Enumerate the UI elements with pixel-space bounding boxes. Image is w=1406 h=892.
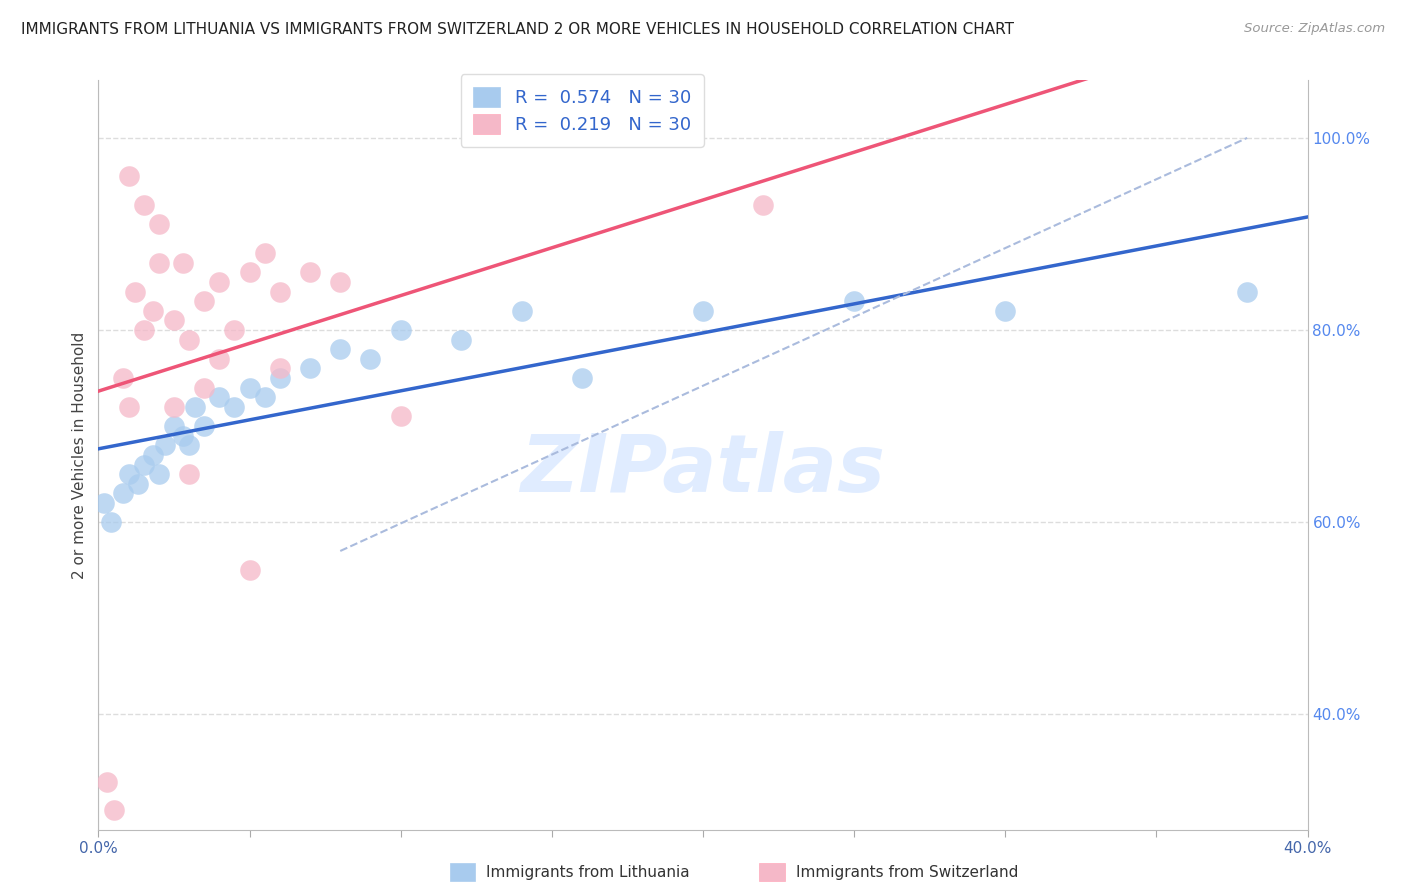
Point <box>193 381 215 395</box>
Legend: R =  0.574   N = 30, R =  0.219   N = 30: R = 0.574 N = 30, R = 0.219 N = 30 <box>461 74 703 146</box>
Point <box>93 496 115 510</box>
Point <box>179 438 201 452</box>
Point <box>692 303 714 318</box>
Point <box>111 371 134 385</box>
Point <box>132 458 155 472</box>
Point <box>224 400 246 414</box>
Text: Source: ZipAtlas.com: Source: ZipAtlas.com <box>1244 22 1385 36</box>
Text: ZIPatlas: ZIPatlas <box>520 431 886 509</box>
Point <box>329 275 352 289</box>
Point <box>239 381 262 395</box>
Text: Immigrants from Switzerland: Immigrants from Switzerland <box>796 865 1018 880</box>
Point <box>269 361 291 376</box>
Point <box>127 476 149 491</box>
Text: IMMIGRANTS FROM LITHUANIA VS IMMIGRANTS FROM SWITZERLAND 2 OR MORE VEHICLES IN H: IMMIGRANTS FROM LITHUANIA VS IMMIGRANTS … <box>21 22 1014 37</box>
Point <box>179 467 201 482</box>
Point <box>148 256 170 270</box>
Y-axis label: 2 or more Vehicles in Household: 2 or more Vehicles in Household <box>72 331 87 579</box>
Point <box>389 409 412 424</box>
Point <box>239 563 262 577</box>
Point <box>752 198 775 212</box>
Point <box>299 265 322 279</box>
Text: Immigrants from Lithuania: Immigrants from Lithuania <box>486 865 690 880</box>
Point <box>1236 285 1258 299</box>
Point <box>163 419 186 434</box>
Point <box>103 803 125 817</box>
Point <box>193 294 215 309</box>
Point <box>571 371 593 385</box>
Point <box>132 323 155 337</box>
Point <box>163 400 186 414</box>
Point <box>96 774 118 789</box>
Point <box>844 294 866 309</box>
Point <box>208 351 231 366</box>
Point <box>124 285 146 299</box>
Point <box>118 400 141 414</box>
Point <box>100 515 122 529</box>
Point <box>118 467 141 482</box>
Point <box>172 428 194 442</box>
Point <box>132 198 155 212</box>
Point <box>299 361 322 376</box>
Point <box>510 303 533 318</box>
Point <box>172 256 194 270</box>
Point <box>208 390 231 404</box>
Point <box>142 448 165 462</box>
Point <box>269 285 291 299</box>
Point <box>184 400 207 414</box>
Point <box>224 323 246 337</box>
Point <box>148 218 170 232</box>
Point <box>253 246 276 260</box>
Point <box>269 371 291 385</box>
Point <box>118 169 141 184</box>
Point <box>111 486 134 500</box>
Point <box>994 303 1017 318</box>
Point <box>193 419 215 434</box>
Point <box>179 333 201 347</box>
Point <box>360 351 382 366</box>
Point <box>208 275 231 289</box>
Point <box>239 265 262 279</box>
Point <box>450 333 472 347</box>
Point <box>329 343 352 357</box>
Point <box>389 323 412 337</box>
Point <box>253 390 276 404</box>
Point <box>163 313 186 327</box>
Point <box>153 438 176 452</box>
Point <box>148 467 170 482</box>
Point <box>142 303 165 318</box>
